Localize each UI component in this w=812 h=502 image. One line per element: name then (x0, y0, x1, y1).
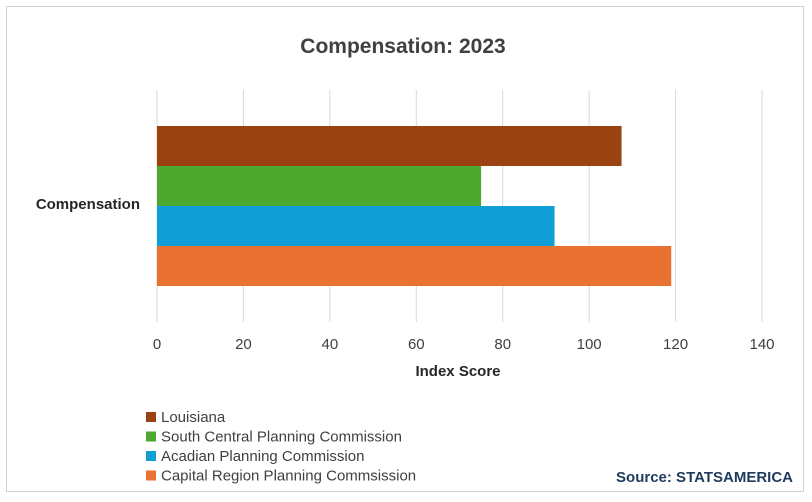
x-tick-label-4: 80 (494, 336, 511, 353)
x-tick-labels: 0 20 40 60 80 100 120 140 (153, 336, 775, 353)
legend-label: Acadian Planning Commission (161, 448, 364, 465)
source-note: Source: STATSAMERICA (616, 469, 793, 486)
legend-swatch (146, 431, 156, 442)
bar-1 (157, 126, 622, 166)
chart-title: Compensation: 2023 (300, 35, 505, 58)
x-tick-label-0: 0 (153, 336, 161, 353)
legend-swatch (146, 412, 156, 422)
legend-swatch (146, 470, 156, 481)
x-tick-label-3: 60 (408, 336, 425, 353)
legend-item-3: Acadian Planning Commission (146, 448, 364, 465)
bar-2 (157, 166, 482, 206)
x-tick-label-2: 40 (322, 336, 339, 353)
legend-label: Louisiana (161, 409, 226, 426)
x-tick-label-1: 20 (235, 336, 252, 353)
legend-label: Capital Region Planning Commsission (161, 468, 416, 485)
category-label: Compensation (36, 196, 140, 213)
legend-label: South Central Planning Commission (161, 429, 402, 446)
x-tick-label-6: 120 (663, 336, 688, 353)
x-axis-title: Index Score (415, 363, 500, 380)
bar-4 (157, 246, 672, 286)
x-tick-label-7: 140 (749, 336, 774, 353)
legend-item-4: Capital Region Planning Commsission (146, 468, 416, 485)
bars (157, 126, 672, 286)
legend-swatch (146, 451, 156, 461)
x-tick-label-5: 100 (577, 336, 602, 353)
legend-item-2: South Central Planning Commission (146, 429, 402, 446)
legend: Louisiana South Central Planning Commissi… (146, 409, 416, 485)
legend-item-1: Louisiana (146, 409, 226, 426)
bar-3 (157, 206, 555, 246)
